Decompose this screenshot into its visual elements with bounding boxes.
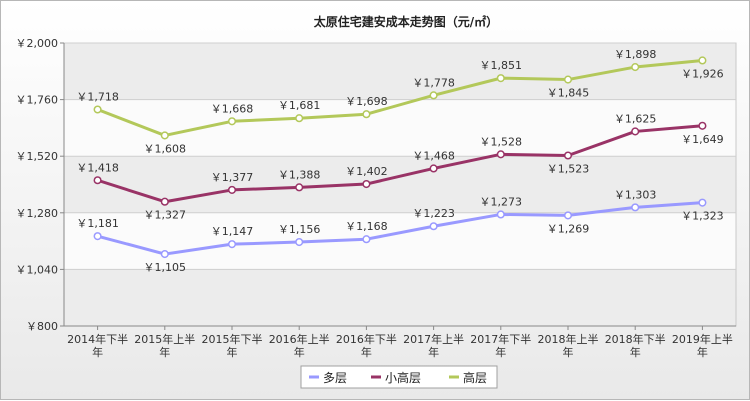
data-point	[295, 183, 304, 192]
data-point	[227, 117, 237, 126]
data-label: ￥1,649	[681, 133, 724, 146]
data-label: ￥1,147	[211, 225, 254, 238]
data-point	[362, 179, 371, 189]
data-point	[227, 185, 237, 194]
x-tick-label: 2018年下半年	[605, 332, 666, 359]
data-point	[698, 198, 707, 207]
data-label: ￥1,668	[211, 102, 254, 115]
data-label: ￥1,528	[480, 135, 523, 148]
legend: 多层 小高层 高层	[300, 365, 498, 389]
legend-label: 多层	[323, 371, 347, 385]
data-point	[362, 110, 371, 119]
x-tick-label: 2017年上半年	[403, 332, 464, 359]
x-tick-label: 2019年上半年	[672, 332, 733, 359]
y-tick-label: ￥1,040	[16, 263, 59, 276]
y-axis: ￥800 ￥1,040 ￥1,280 ￥1,520 ￥1,760 ￥2,000	[16, 37, 65, 333]
x-tick-label: 2015年上半年	[134, 332, 195, 359]
data-label: ￥1,181	[76, 217, 119, 230]
data-label: ￥1,105	[144, 261, 187, 274]
data-label: ￥1,851	[480, 59, 523, 72]
data-point	[563, 211, 573, 220]
data-label: ￥1,468	[412, 149, 455, 162]
y-tick-label: ￥1,760	[16, 94, 59, 107]
data-label: ￥1,269	[547, 222, 590, 235]
series-line-0	[97, 201, 703, 256]
plot-band	[64, 156, 736, 213]
data-point	[496, 210, 505, 219]
legend-label: 高层	[463, 370, 487, 385]
data-label: ￥1,926	[681, 67, 724, 80]
chart-title: 太原住宅建安成本走势图（元/㎡）	[314, 14, 498, 29]
data-label: ￥1,718	[76, 91, 119, 104]
data-point	[631, 203, 640, 212]
y-tick-label: ￥1,520	[16, 150, 59, 163]
data-label: ￥1,698	[345, 95, 388, 108]
data-label: ￥1,156	[278, 223, 321, 236]
series-line-2	[97, 58, 703, 137]
data-point	[295, 114, 304, 123]
data-label: ￥1,223	[412, 207, 455, 220]
data-labels: ￥1,181 ￥1,105 ￥1,147 ￥1,156 ￥1,168 ￥1,223 ￥1,2…	[76, 48, 723, 274]
data-label: ￥1,327	[144, 209, 187, 222]
plot-band	[64, 212, 736, 270]
plot-band	[64, 43, 736, 100]
data-label: ￥1,898	[614, 48, 657, 61]
data-label: ￥1,845	[547, 87, 590, 100]
data-label: ￥1,625	[614, 112, 657, 125]
data-label: ￥1,168	[345, 220, 388, 233]
data-point	[631, 63, 640, 72]
plot-band	[64, 99, 736, 157]
data-point	[160, 131, 169, 140]
data-label: ￥1,778	[412, 76, 455, 89]
plot-bands	[64, 43, 736, 326]
data-point	[227, 240, 237, 249]
data-point	[429, 91, 438, 100]
data-point	[429, 222, 438, 231]
data-point	[93, 176, 102, 185]
data-label: ￥1,377	[211, 171, 254, 184]
y-tick-label: ￥2,000	[16, 37, 59, 50]
data-point	[93, 105, 102, 114]
data-label: ￥1,388	[278, 168, 321, 181]
data-point	[160, 197, 169, 206]
data-point	[496, 150, 505, 159]
data-point	[563, 151, 573, 160]
data-label: ￥1,323	[681, 210, 724, 223]
data-point	[631, 127, 640, 136]
data-point	[93, 232, 102, 241]
x-tick-label: 2014年下半年	[67, 332, 128, 359]
series-line-1	[97, 124, 703, 204]
data-point	[160, 250, 169, 259]
data-point	[698, 121, 707, 130]
y-tick-label: ￥1,280	[16, 207, 59, 220]
y-tick-label: ￥800	[26, 320, 58, 333]
data-label: ￥1,608	[144, 142, 187, 155]
data-point	[429, 164, 438, 173]
x-tick-label: 2016年上半年	[269, 332, 330, 359]
data-point	[362, 235, 371, 244]
x-tick-label: 2016年下半年	[336, 332, 397, 359]
data-label: ￥1,681	[278, 99, 321, 112]
legend-label: 小高层	[385, 370, 421, 385]
data-label: ￥1,402	[345, 165, 388, 178]
data-point	[496, 74, 505, 83]
x-tick-label: 2015年下半年	[202, 332, 263, 359]
data-label: ￥1,273	[480, 195, 523, 208]
data-label: ￥1,418	[76, 161, 119, 174]
x-tick-label: 2018年上半年	[538, 332, 599, 359]
x-tick-label: 2017年下半年	[470, 332, 531, 359]
data-label: ￥1,523	[547, 162, 590, 175]
data-label: ￥1,303	[614, 188, 657, 201]
data-point	[295, 237, 304, 247]
plot-band	[64, 269, 736, 326]
data-point	[563, 75, 573, 84]
data-point	[698, 56, 707, 65]
legend-box	[300, 365, 498, 389]
series-layer	[93, 56, 707, 259]
